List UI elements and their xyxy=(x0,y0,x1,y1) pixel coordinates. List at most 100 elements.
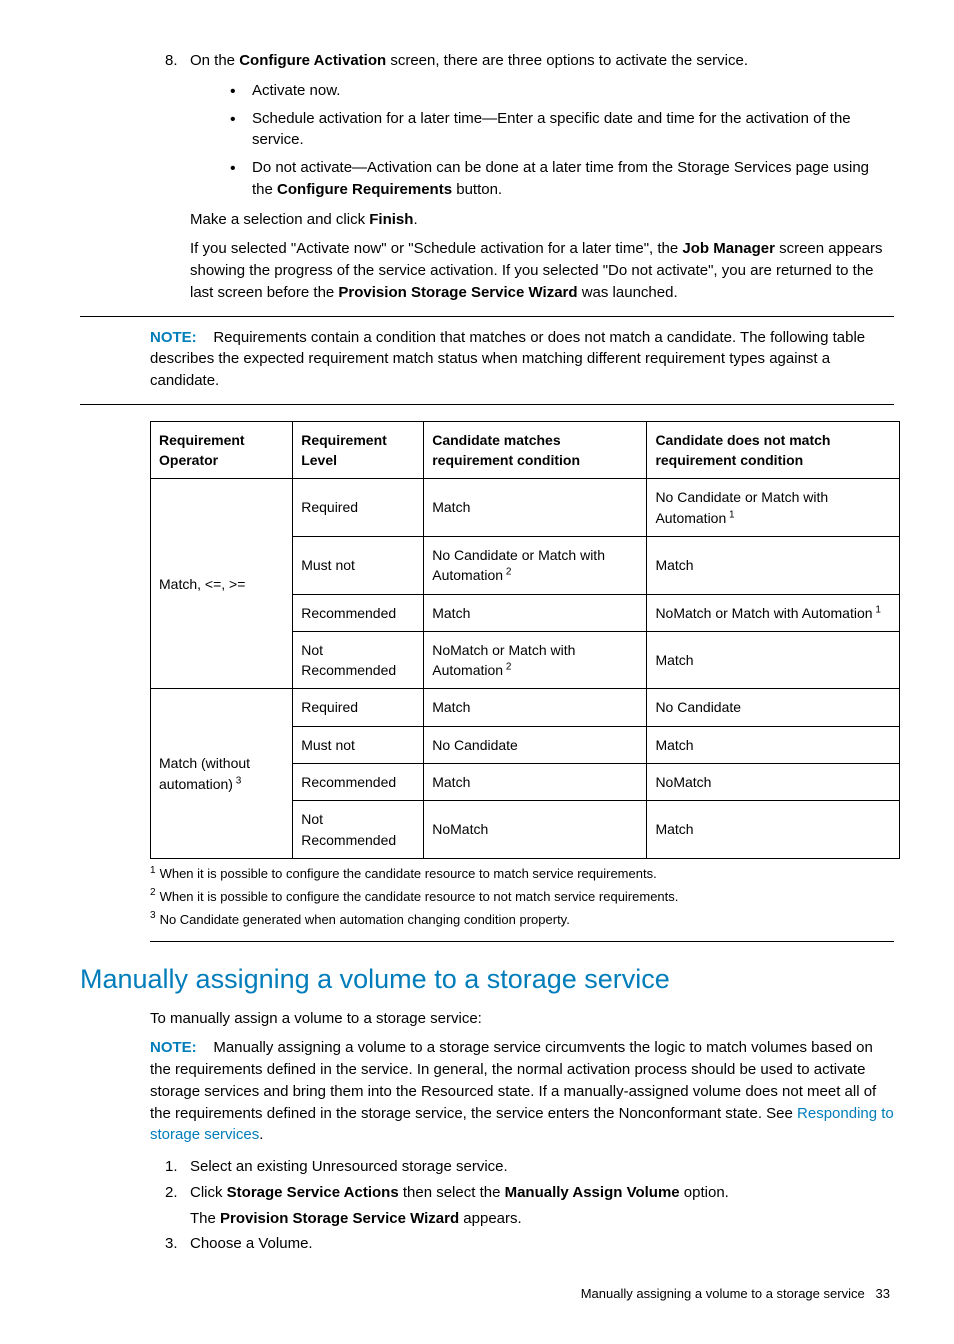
cell: Match xyxy=(424,594,647,631)
document-page: 8. On the Configure Activation screen, t… xyxy=(0,0,954,1344)
step-text: Click Storage Service Actions then selec… xyxy=(190,1184,729,1201)
bold-text: Job Manager xyxy=(682,240,775,257)
text: Click xyxy=(190,1184,227,1201)
divider xyxy=(80,404,894,405)
text: The xyxy=(190,1210,220,1227)
text: Make a selection and click xyxy=(190,211,369,228)
cell: Match xyxy=(647,536,900,594)
text: appears. xyxy=(459,1210,522,1227)
column-header: Requirement Operator xyxy=(151,421,293,479)
paragraph: To manually assign a volume to a storage… xyxy=(80,1008,894,1030)
cell: Not Recommended xyxy=(293,631,424,689)
cell: No Candidate xyxy=(424,726,647,763)
step-text: Choose a Volume. xyxy=(190,1235,313,1252)
cell: NoMatch xyxy=(647,764,900,801)
cell: Recommended xyxy=(293,594,424,631)
footnote-text: When it is possible to configure the can… xyxy=(160,889,679,904)
cell: Required xyxy=(293,689,424,726)
footnote-ref: 2 xyxy=(503,661,511,672)
column-header: Requirement Level xyxy=(293,421,424,479)
cell: Match xyxy=(647,801,900,859)
text: If you selected "Activate now" or "Sched… xyxy=(190,240,682,257)
text: . xyxy=(259,1126,263,1143)
cell: No Candidate or Match with Automation 2 xyxy=(424,536,647,594)
note-block: NOTE: Requirements contain a condition t… xyxy=(80,327,894,392)
page-number: 33 xyxy=(876,1286,890,1301)
text: NoMatch or Match with Automation xyxy=(432,642,575,678)
cell: Must not xyxy=(293,726,424,763)
footnote-ref: 1 xyxy=(726,509,734,520)
cell: Not Recommended xyxy=(293,801,424,859)
cell: Match xyxy=(647,726,900,763)
text: On the xyxy=(190,52,239,69)
note-block: NOTE: Manually assigning a volume to a s… xyxy=(80,1037,894,1146)
footnote-ref: 1 xyxy=(873,604,881,615)
bullet-item: Activate now. xyxy=(230,80,894,102)
note-text: Manually assigning a volume to a storage… xyxy=(150,1039,876,1121)
text: . xyxy=(413,211,417,228)
text: automation) xyxy=(159,776,233,792)
bold-text: Manually Assign Volume xyxy=(505,1184,680,1201)
step-8: 8. On the Configure Activation screen, t… xyxy=(80,50,894,304)
cell: Match xyxy=(424,479,647,537)
footnote: 1 When it is possible to configure the ca… xyxy=(150,865,894,884)
cell: No Candidate xyxy=(647,689,900,726)
step-2: 2. Click Storage Service Actions then se… xyxy=(80,1182,894,1204)
divider xyxy=(80,316,894,317)
cell: Required xyxy=(293,479,424,537)
text: No Candidate or Match with Automation xyxy=(655,489,828,525)
cell-operator: Match, <=, >= xyxy=(151,479,293,689)
text: screen, there are three options to activ… xyxy=(386,52,748,69)
table-row: Match (without automation) 3 Required Ma… xyxy=(151,689,900,726)
bold-text: Provision Storage Service Wizard xyxy=(338,284,577,301)
column-header: Candidate matches requirement condition xyxy=(424,421,647,479)
footnote-text: No Candidate generated when automation c… xyxy=(160,912,570,927)
footnotes: 1 When it is possible to configure the ca… xyxy=(150,865,894,930)
bullet-list: Activate now. Schedule activation for a … xyxy=(190,80,894,201)
step-number: 8. xyxy=(165,50,178,72)
cell: Must not xyxy=(293,536,424,594)
step-3: 3. Choose a Volume. xyxy=(80,1233,894,1255)
bold-text: Configure Activation xyxy=(239,52,386,69)
footer-title: Manually assigning a volume to a storage… xyxy=(581,1286,865,1301)
footnote-ref: 2 xyxy=(503,567,511,578)
footnote: 2When it is possible to configure the ca… xyxy=(150,888,894,907)
note-text: Requirements contain a condition that ma… xyxy=(150,329,865,390)
bold-text: Finish xyxy=(369,211,413,228)
bold-text: Storage Service Actions xyxy=(227,1184,399,1201)
cell: NoMatch or Match with Automation 1 xyxy=(647,594,900,631)
section-heading: Manually assigning a volume to a storage… xyxy=(80,960,894,999)
table-row: Match, <=, >= Required Match No Candidat… xyxy=(151,479,900,537)
text: was launched. xyxy=(578,284,678,301)
column-header: Candidate does not match requirement con… xyxy=(647,421,900,479)
cell-operator: Match (without automation) 3 xyxy=(151,689,293,858)
footnote-text: When it is possible to configure the can… xyxy=(160,866,657,881)
cell: Match xyxy=(424,764,647,801)
footnote-ref: 3 xyxy=(233,775,241,786)
text: Schedule activation for a later time—Ent… xyxy=(252,110,851,149)
footnote-number: 3 xyxy=(150,910,156,921)
paragraph: If you selected "Activate now" or "Sched… xyxy=(190,238,894,303)
text: No Candidate or Match with Automation xyxy=(432,547,605,583)
cell: Recommended xyxy=(293,764,424,801)
text: button. xyxy=(452,181,502,198)
table-header-row: Requirement Operator Requirement Level C… xyxy=(151,421,900,479)
step-text: Select an existing Unresourced storage s… xyxy=(190,1158,508,1175)
page-footer: Manually assigning a volume to a storage… xyxy=(80,1285,894,1304)
footnote-number: 1 xyxy=(150,865,156,876)
cell: No Candidate or Match with Automation 1 xyxy=(647,479,900,537)
requirements-table: Requirement Operator Requirement Level C… xyxy=(150,421,900,859)
text: Match (without xyxy=(159,755,250,771)
note-label: NOTE: xyxy=(150,1039,197,1056)
divider xyxy=(150,941,894,942)
text: then select the xyxy=(399,1184,505,1201)
step-2-sub: The Provision Storage Service Wizard app… xyxy=(80,1208,894,1230)
step-1: 1. Select an existing Unresourced storag… xyxy=(80,1156,894,1178)
text: Activate now. xyxy=(252,82,340,99)
step-text: On the Configure Activation screen, ther… xyxy=(190,52,748,69)
step-number: 2. xyxy=(165,1182,178,1204)
bold-text: Configure Requirements xyxy=(277,181,452,198)
bullet-item: Schedule activation for a later time—Ent… xyxy=(230,108,894,152)
bullet-item: Do not activate—Activation can be done a… xyxy=(230,157,894,201)
step-number: 1. xyxy=(165,1156,178,1178)
